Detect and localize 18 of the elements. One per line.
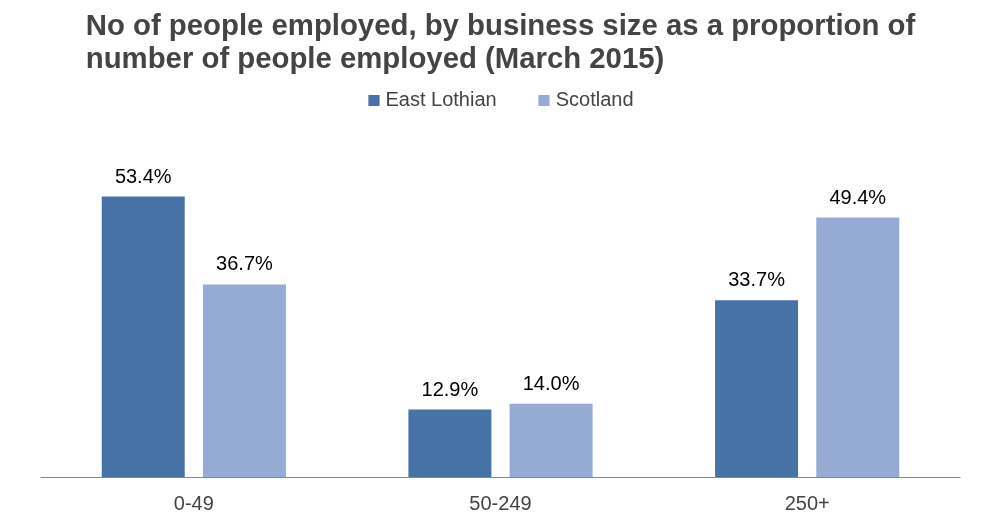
x-tick-label: 0-49 [173, 491, 214, 514]
bar [101, 196, 185, 478]
data-label: 33.7% [728, 268, 786, 291]
legend-label: Scotland [555, 88, 634, 111]
data-label: 49.4% [829, 185, 887, 208]
bar [202, 284, 286, 478]
data-label: 36.7% [216, 252, 273, 275]
chart-title: No of people employed, by business size as a proportion of number of people employed (March 2015) [85, 7, 916, 74]
bar [509, 403, 593, 478]
data-label: 53.4% [114, 164, 172, 187]
bar [408, 409, 492, 478]
bar [715, 300, 799, 478]
x-tick-label: 250+ [784, 491, 830, 514]
data-label: 12.9% [421, 377, 479, 400]
bar [816, 217, 900, 478]
data-label: 14.0% [522, 371, 580, 394]
legend-label: East Lothian [385, 88, 497, 111]
x-tick-label: 50-249 [469, 491, 532, 514]
